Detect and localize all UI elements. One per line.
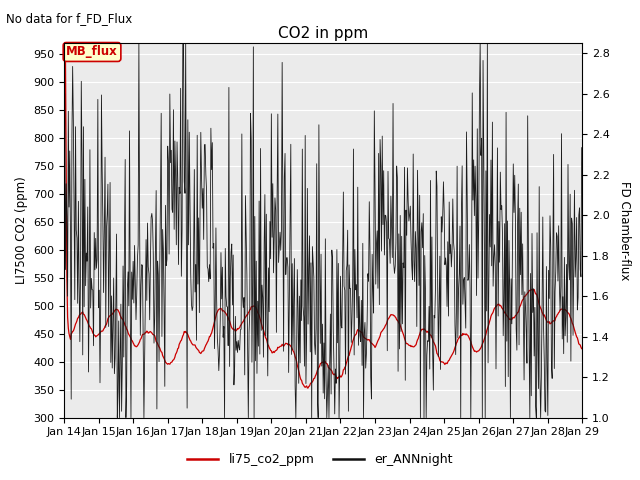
Text: No data for f_FD_Flux: No data for f_FD_Flux bbox=[6, 12, 132, 25]
Title: CO2 in ppm: CO2 in ppm bbox=[278, 25, 369, 41]
Legend: li75_co2_ppm, er_ANNnight: li75_co2_ppm, er_ANNnight bbox=[182, 448, 458, 471]
Y-axis label: FD Chamber-flux: FD Chamber-flux bbox=[618, 180, 631, 280]
Y-axis label: LI7500 CO2 (ppm): LI7500 CO2 (ppm) bbox=[15, 177, 28, 284]
Text: MB_flux: MB_flux bbox=[66, 46, 118, 59]
